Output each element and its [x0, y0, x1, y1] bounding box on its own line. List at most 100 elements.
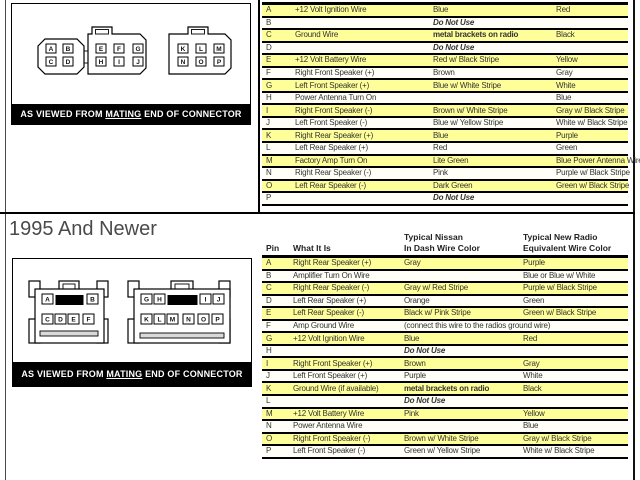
- dash-cell: Gray: [404, 258, 421, 268]
- dash-cell: Do Not Use: [433, 193, 475, 203]
- table-row-pin-L: L Left Rear Speaker (+) Red Green: [262, 143, 628, 156]
- what-cell: Left Rear Speaker (+): [295, 143, 368, 153]
- pin-O: [197, 313, 210, 325]
- dash-cell: Gray w/ Red Stripe: [404, 283, 468, 293]
- pin-cell: A: [266, 5, 272, 15]
- radio-cell: Gray w/ Black Stripe: [556, 105, 625, 115]
- header-what-it-is: What It Is: [293, 242, 331, 253]
- pin-cell: D: [266, 295, 272, 305]
- pin-cell: L: [266, 143, 271, 153]
- viewed-from-mating-caption: AS VIEWED FROM MATING END OF CONNECTOR: [12, 104, 250, 124]
- pin-cell: M: [266, 408, 273, 418]
- what-cell: Amplifier Turn On Wire: [293, 270, 370, 280]
- pin-cell: L: [266, 396, 271, 406]
- header-pin: Pin: [266, 242, 280, 253]
- radio-cell: Green w/ Black Stripe: [556, 180, 630, 190]
- radio-cell: Blue: [556, 93, 572, 103]
- what-cell: Right Front Speaker (+): [295, 68, 375, 77]
- pin-G: [132, 43, 144, 54]
- what-cell: Right Rear Speaker (+): [295, 130, 374, 140]
- table-row-pin-P: P Left Front Speaker (-) Green w/ Yellow S…: [262, 446, 628, 459]
- pin-D: [62, 56, 74, 67]
- pin-H: [95, 56, 107, 67]
- what-cell: Left Front Speaker (+): [295, 80, 370, 90]
- pin-letter: M: [170, 316, 175, 323]
- what-cell: Right Front Speaker (-): [295, 105, 373, 115]
- pin-cell: B: [266, 270, 272, 280]
- connector-drawing: A B C D E F G H I J K L M N O P: [28, 280, 231, 344]
- table-row-pin-A: A Right Rear Speaker (+) Gray Purple: [262, 258, 628, 271]
- what-cell: +12 Volt Ignition Wire: [293, 333, 365, 343]
- table-row-pin-B: B Do Not Use: [262, 17, 628, 31]
- dash-cell: Dark Green: [433, 180, 473, 190]
- connector-diagram-1995-newer: A B C D E F G H I J K L M N O P AS VIEWED FROM MATING E…: [12, 258, 252, 387]
- table-row-pin-D: D Left Rear Speaker (+) Orange Green: [262, 295, 628, 309]
- dash-cell: Green w/ Yellow Stripe: [404, 446, 481, 456]
- pin-letter: F: [87, 316, 91, 323]
- pin-letter: B: [90, 296, 95, 303]
- pin-cell: P: [266, 193, 272, 203]
- pin-L: [153, 313, 166, 325]
- what-cell: +12 Volt Battery Wire: [295, 55, 367, 65]
- pin-letter: J: [136, 59, 140, 66]
- caption-underlined-word: MATING: [106, 369, 143, 379]
- table-row-pin-G: G Left Front Speaker (+) Blue w/ White Str…: [262, 80, 628, 93]
- pin-I: [113, 56, 125, 67]
- pin-L: [195, 43, 207, 54]
- pin-B: [86, 293, 99, 305]
- pin-M: [166, 313, 179, 325]
- radio-cell: Green w/ Black Stripe: [523, 308, 597, 318]
- pin-A: [45, 43, 57, 54]
- table-row-pin-I: I Right Front Speaker (+) Brown Gray: [262, 358, 628, 371]
- connector-tab-inner: [174, 283, 190, 290]
- table-row-pin-J: J Left Front Speaker (-) Blue w/ Yellow St…: [262, 117, 628, 131]
- pin-J: [212, 293, 225, 305]
- pin-D: [54, 313, 67, 325]
- table-row-pin-C: C Right Rear Speaker (-) Gray w/ Red Strip…: [262, 283, 628, 296]
- pin-cell: J: [266, 371, 270, 381]
- caption-text: END OF CONNECTOR: [141, 109, 242, 119]
- pin-H: [153, 293, 166, 305]
- pin-letter: A: [49, 46, 54, 53]
- connector-abcd-outline: [37, 38, 85, 75]
- pin-cell: H: [266, 93, 272, 103]
- table-row-pin-N: N Right Rear Speaker (-) Pink Purple w/ Bla…: [262, 168, 630, 181]
- pin-letter: K: [144, 316, 149, 323]
- dash-cell: Purple: [404, 371, 426, 381]
- table-row-pin-J: J Left Front Speaker (+) Purple White: [262, 370, 628, 384]
- caption-text: END OF CONNECTOR: [142, 369, 243, 379]
- table-row-pin-E: E Left Rear Speaker (-) Black w/ Pink Stri…: [262, 308, 628, 321]
- pin-cell: N: [266, 168, 272, 178]
- pin-letter: O: [201, 316, 206, 323]
- pin-letter: L: [199, 46, 203, 53]
- pin-letter: N: [181, 59, 186, 66]
- pin-G: [140, 293, 153, 305]
- dash-cell: Orange: [404, 295, 430, 305]
- radio-cell: Black: [523, 383, 542, 393]
- dash-cell: (connect this wire to the radios ground …: [404, 321, 551, 330]
- page-border-left: [5, 0, 6, 480]
- dash-cell: Blue w/ Yellow Stripe: [433, 118, 504, 128]
- pin-letter: I: [205, 296, 207, 303]
- radio-cell: White w/ Black Stripe: [523, 446, 595, 456]
- pin-letter: L: [158, 316, 162, 323]
- radio-cell: White w/ Black Stripe: [556, 118, 628, 128]
- what-cell: Power Antenna Wire: [293, 421, 363, 431]
- pin-cell: H: [266, 346, 272, 356]
- header-line: Typical Nissan: [404, 232, 463, 242]
- pin-C: [41, 313, 54, 325]
- section-heading-1995-and-newer: 1995 And Newer: [9, 218, 157, 240]
- dash-cell: metal brackets on radio: [433, 30, 519, 40]
- what-cell: Left Rear Speaker (-): [295, 180, 366, 190]
- radio-cell: Yellow: [556, 55, 578, 65]
- radio-cell: Green: [523, 295, 545, 305]
- dash-cell: Do Not Use: [404, 396, 446, 406]
- pin-K: [140, 313, 153, 325]
- pin-J: [132, 56, 144, 67]
- dash-cell: Blue: [404, 333, 420, 343]
- pin-P: [211, 313, 224, 325]
- pin-cell: O: [266, 433, 273, 443]
- table-row-pin-K: K Right Rear Speaker (+) Blue Purple: [262, 130, 628, 144]
- dash-cell: Blue: [433, 130, 449, 140]
- pin-letter: B: [66, 46, 71, 53]
